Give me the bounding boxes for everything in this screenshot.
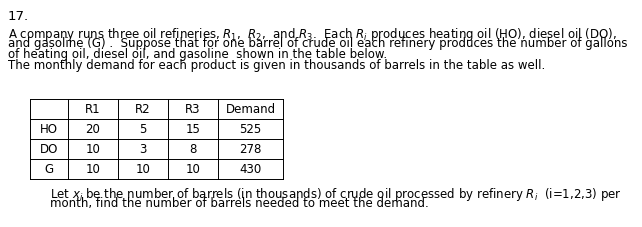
Text: DO: DO xyxy=(40,143,58,156)
Text: The monthly demand for each product is given in thousands of barrels in the tabl: The monthly demand for each product is g… xyxy=(8,59,545,72)
Text: 10: 10 xyxy=(85,163,100,176)
Text: of heating oil, diesel oil, and gasoline  shown in the table below.: of heating oil, diesel oil, and gasoline… xyxy=(8,48,387,61)
Text: and gasoline (G) .  Suppose that for one barrel of crude oil each refinery produ: and gasoline (G) . Suppose that for one … xyxy=(8,37,627,50)
Text: 20: 20 xyxy=(85,123,100,136)
Text: 525: 525 xyxy=(239,123,262,136)
Text: 10: 10 xyxy=(135,163,150,176)
Text: R1: R1 xyxy=(85,103,101,116)
Text: R3: R3 xyxy=(186,103,201,116)
Text: 3: 3 xyxy=(139,143,146,156)
Text: 430: 430 xyxy=(239,163,262,176)
Text: 15: 15 xyxy=(186,123,200,136)
Text: month, find the number of barrels needed to meet the demand.: month, find the number of barrels needed… xyxy=(50,196,429,209)
Text: Let $x_i$ be the number of barrels (in thousands) of crude oil processed by refi: Let $x_i$ be the number of barrels (in t… xyxy=(50,185,621,202)
Text: A company runs three oil refineries, $R_1$,  $R_2$,  and $R_3$.  Each $R_i$ prod: A company runs three oil refineries, $R_… xyxy=(8,26,617,43)
Text: 17.: 17. xyxy=(8,10,29,23)
Text: 278: 278 xyxy=(239,143,262,156)
Text: 5: 5 xyxy=(139,123,146,136)
Text: G: G xyxy=(44,163,53,176)
Text: 10: 10 xyxy=(85,143,100,156)
Text: Demand: Demand xyxy=(225,103,275,116)
Text: 8: 8 xyxy=(189,143,196,156)
Text: 10: 10 xyxy=(186,163,200,176)
Text: R2: R2 xyxy=(135,103,151,116)
Text: HO: HO xyxy=(40,123,58,136)
